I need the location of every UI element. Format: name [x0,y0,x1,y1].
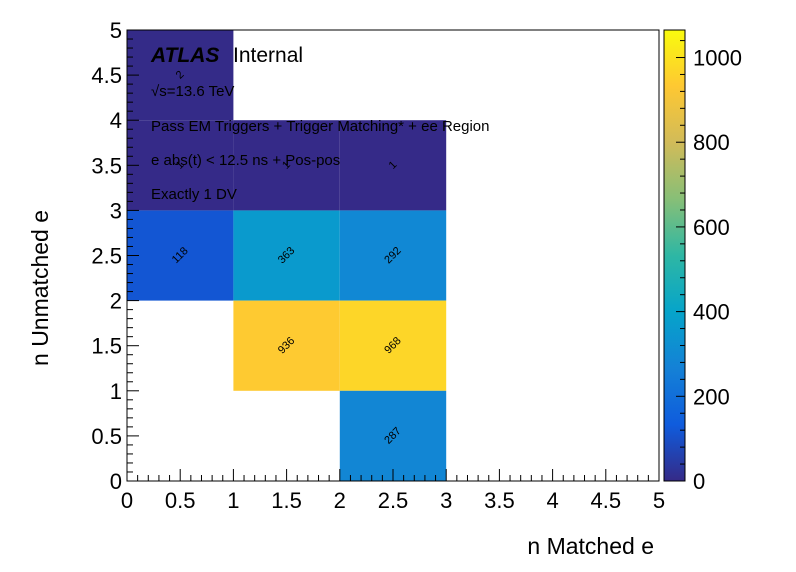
x-tick-label: 3 [440,488,452,513]
x-tick-label: 4.5 [591,488,622,513]
heatmap-cell [233,210,340,301]
y-tick-label: 2.5 [91,244,122,269]
plot-annotations: ATLAS Internal √s=13.6 TeV Pass EM Trigg… [150,44,490,203]
x-tick-label: 1.5 [271,488,302,513]
y-axis: 0 0.5 1 1.5 2 2.5 3 3.5 4 4.5 5 [91,18,139,494]
y-tick-label: 0 [110,469,122,494]
colorbar-tick-label: 200 [693,384,730,409]
internal-label: Internal [233,44,303,67]
heatmap-cells [127,30,447,481]
x-tick-label: 3.5 [484,488,515,513]
colorbar-tick-label: 0 [693,469,705,494]
y-tick-label: 3 [110,198,122,223]
x-axis: 0 0.5 1 1.5 2 2.5 3 3.5 4 4.5 5 [121,469,665,513]
colorbar [663,29,686,482]
heatmap-cell [339,210,447,301]
y-tick-label: 1 [110,379,122,404]
selection-line-3: Exactly 1 DV [151,186,237,203]
y-tick-label: 4.5 [91,63,122,88]
heatmap-cell [127,120,234,211]
y-tick-label: 4 [110,108,122,133]
colorbar-tick-label: 1000 [693,46,742,71]
x-tick-label: 2 [334,488,346,513]
x-tick-label: 0.5 [165,488,196,513]
colorbar-tick-label: 600 [693,215,730,240]
y-tick-label: 5 [110,18,122,43]
heatmap-cell [233,120,340,211]
x-tick-label: 0 [121,488,133,513]
colorbar-tick-label: 400 [693,300,730,325]
y-tick-label: 3.5 [91,153,122,178]
heatmap-cell [339,120,447,211]
x-tick-label: 5 [653,488,665,513]
heatmap-cell [339,300,447,391]
heatmap-cell [339,390,447,481]
energy-label: √s=13.6 TeV [151,83,234,100]
heatmap-cell [127,210,234,301]
y-tick-label: 1.5 [91,334,122,359]
y-tick-label: 2 [110,289,122,314]
atlas-label: ATLAS [150,44,219,67]
colorbar-axis: 0 200 400 600 800 1000 [676,40,742,494]
x-tick-label: 2.5 [378,488,409,513]
selection-line-1: Pass EM Triggers + Trigger Matching* + e… [151,118,490,135]
heatmap-cell [127,30,234,121]
y-axis-title: n Unmatched e [27,210,53,366]
x-tick-label: 4 [546,488,558,513]
heatmap-cell [233,300,340,391]
y-tick-label: 0.5 [91,424,122,449]
colorbar-tick-label: 800 [693,130,730,155]
selection-line-2: e abs(t) < 12.5 ns + Pos-pos [151,152,340,169]
x-axis-title: n Matched e [527,533,654,559]
x-tick-label: 1 [227,488,239,513]
